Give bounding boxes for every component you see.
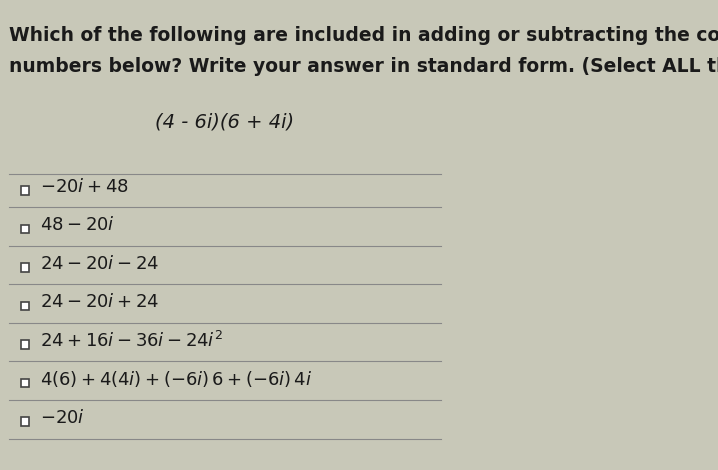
Bar [21, 379, 29, 387]
Text: $48 - 20i$: $48 - 20i$ [40, 216, 116, 234]
Bar [21, 263, 29, 272]
Bar [21, 225, 29, 233]
Text: $-20i + 48$: $-20i + 48$ [40, 178, 129, 196]
Bar [21, 340, 29, 349]
Bar [21, 417, 29, 426]
Text: $24 - 20i - 24$: $24 - 20i - 24$ [40, 255, 159, 273]
Text: $4(6) + 4(4i) + (-6i)\,6 + (-6i)\,4i$: $4(6) + 4(4i) + (-6i)\,6 + (-6i)\,4i$ [40, 369, 312, 389]
Text: $24 + 16i - 36i - 24i^2$: $24 + 16i - 36i - 24i^2$ [40, 331, 223, 351]
Text: $24 - 20i + 24$: $24 - 20i + 24$ [40, 293, 159, 311]
Text: (4 - 6i)(6 + 4i): (4 - 6i)(6 + 4i) [155, 113, 294, 132]
Text: Which of the following are included in adding or subtracting the complex: Which of the following are included in a… [9, 26, 718, 45]
Bar [21, 186, 29, 195]
Text: $-20i$: $-20i$ [40, 409, 85, 427]
Bar [21, 302, 29, 310]
Text: numbers below? Write your answer in standard form. (Select ALL that applie: numbers below? Write your answer in stan… [9, 57, 718, 76]
